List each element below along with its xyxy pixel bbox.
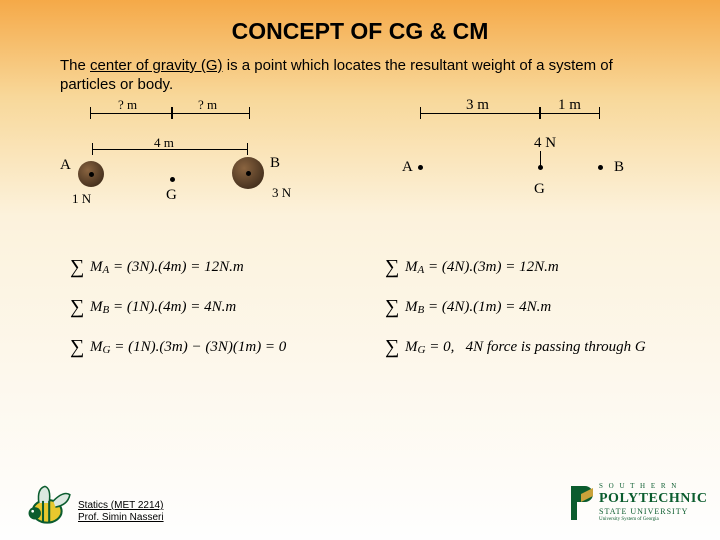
logo-bot: STATE UNIVERSITY — [599, 507, 688, 516]
intro-pre: The — [60, 57, 90, 74]
dim-line — [172, 113, 250, 114]
eq-line: ∑ MG = 0, 4N force is passing through G — [385, 327, 646, 367]
polytechnic-logo: S O U T H E R N POLYTECHNIC STATE UNIVER… — [567, 482, 702, 526]
diagram-row: ? m ? m 4 m A 1 N G B 3 N 3 m 1 m 4 N A … — [0, 99, 720, 229]
force-label: 4 N — [534, 135, 556, 152]
logo-top: S O U T H E R N — [599, 482, 678, 490]
label-a: A — [60, 157, 71, 174]
page-title: CONCEPT OF CG & CM — [0, 0, 720, 45]
label-a: A — [402, 159, 413, 176]
force-arrow — [540, 151, 541, 167]
intro-underline: center of gravity (G) — [90, 57, 223, 74]
dim-line — [90, 113, 172, 114]
eq-line: ∑ MG = (1N).(3m) − (3N)(1m) = 0 — [70, 327, 286, 367]
dot-g — [170, 177, 175, 182]
dot — [89, 172, 94, 177]
footer-credit: Statics (MET 2214) Prof. Simin Nasseri — [78, 500, 164, 524]
footer-line1: Statics (MET 2214) — [78, 500, 164, 512]
dim-label: 3 m — [466, 97, 489, 114]
eq-line: ∑ MA = (3N).(4m) = 12N.m — [70, 247, 286, 287]
bee-icon — [12, 476, 74, 532]
eq-line: ∑ MB = (1N).(4m) = 4N.m — [70, 287, 286, 327]
diagram-right: 3 m 1 m 4 N A G B — [400, 99, 700, 229]
footer-line2: Prof. Simin Nasseri — [78, 512, 164, 524]
label-b: B — [270, 155, 280, 172]
label-b: B — [614, 159, 624, 176]
equations-row: ∑ MA = (3N).(4m) = 12N.m ∑ MB = (1N).(4m… — [0, 247, 720, 367]
dim-label: ? m — [118, 97, 137, 113]
dot — [598, 165, 603, 170]
eq-line: ∑ MB = (4N).(1m) = 4N.m — [385, 287, 646, 327]
dim-label: ? m — [198, 97, 217, 113]
dim-label: 4 m — [154, 135, 174, 151]
eq-line: ∑ MA = (4N).(3m) = 12N.m — [385, 247, 646, 287]
diagram-left: ? m ? m 4 m A 1 N G B 3 N — [70, 99, 380, 229]
dot — [418, 165, 423, 170]
label-g: G — [166, 187, 177, 204]
equations-left: ∑ MA = (3N).(4m) = 12N.m ∑ MB = (1N).(4m… — [70, 247, 286, 367]
intro-text: The center of gravity (G) is a point whi… — [0, 45, 720, 95]
logo-tagline: University System of Georgia — [599, 517, 659, 522]
logo-p-icon — [567, 482, 597, 524]
weight-b: 3 N — [272, 185, 291, 201]
label-g: G — [534, 181, 545, 198]
dot — [246, 171, 251, 176]
dim-label: 1 m — [558, 97, 581, 114]
weight-a: 1 N — [72, 191, 91, 207]
logo-main: POLYTECHNIC — [599, 491, 707, 507]
equations-right: ∑ MA = (4N).(3m) = 12N.m ∑ MB = (4N).(1m… — [385, 247, 646, 367]
